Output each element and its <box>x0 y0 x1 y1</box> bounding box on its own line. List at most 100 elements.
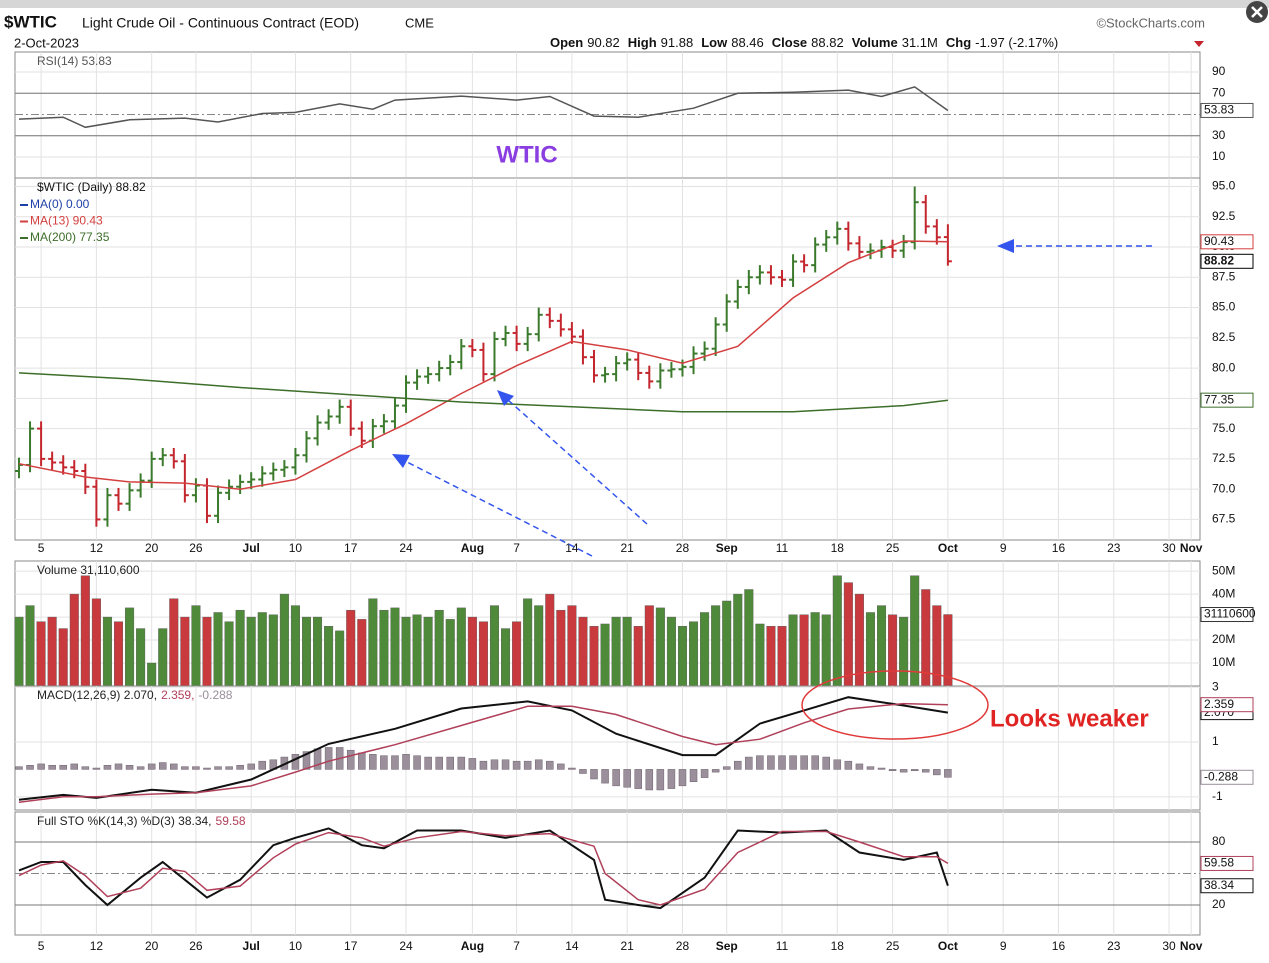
histogram-bar <box>612 769 620 787</box>
x-tick-label: 23 <box>1107 939 1121 953</box>
histogram-bar <box>258 760 267 770</box>
arrows <box>404 245 1152 557</box>
legend: Full STO %K(14,3) %D(3) 38.34, 59.58 <box>37 814 246 828</box>
x-tick-label: 14 <box>565 541 579 555</box>
histogram-bar <box>48 765 56 770</box>
histogram-bar <box>899 769 908 773</box>
value-tag <box>1200 769 1254 785</box>
value-tag-label: 90.43 <box>1204 234 1234 248</box>
y-tick-label: 70.0 <box>1212 481 1236 495</box>
arrow-head <box>497 390 514 406</box>
histogram-bar <box>700 769 709 778</box>
close-icon[interactable] <box>1251 6 1263 18</box>
value-tag-label: 88.82 <box>1204 253 1234 267</box>
y-tick-label: 80.0 <box>1212 360 1236 374</box>
x-tick-label: 11 <box>776 541 789 555</box>
volume-bar <box>290 605 300 687</box>
histogram-bar <box>501 759 510 770</box>
legend: RSI(14) 53.83 <box>37 54 112 68</box>
x-tick-label: 10 <box>289 939 303 953</box>
histogram-bar <box>656 769 665 791</box>
volume-bar <box>799 614 809 687</box>
histogram-bar <box>722 766 731 770</box>
histogram-bar <box>833 759 842 770</box>
volume-bar <box>921 589 931 687</box>
volume-bar <box>556 609 566 687</box>
x-tick-label: Nov <box>1180 541 1203 555</box>
histogram-bar <box>546 760 554 770</box>
volume-bar <box>202 616 212 687</box>
volume-bar <box>943 614 953 687</box>
legend-entry: MA(200) 77.35 <box>30 230 110 244</box>
annotation: WTIC <box>496 141 557 168</box>
volume-bar <box>136 628 146 687</box>
y-tick-label: 30 <box>1212 128 1226 142</box>
legend-entry: RSI(14) 53.83 <box>37 54 112 68</box>
y-tick-label: 85.0 <box>1212 300 1236 314</box>
y-tick-label: 40M <box>1212 586 1235 600</box>
stat-value: 31.1M <box>902 35 938 50</box>
histogram-bar <box>811 755 819 770</box>
volume-bar <box>622 616 632 687</box>
volume-bar <box>523 598 533 687</box>
panel <box>14 177 1201 541</box>
x-tick-label: 30 <box>1162 939 1176 953</box>
histogram-bar <box>147 763 156 770</box>
volume-bar <box>125 607 135 687</box>
close-button[interactable] <box>1246 1 1268 23</box>
histogram-bar <box>678 769 687 787</box>
histogram-bar <box>601 769 609 784</box>
histogram-bar <box>81 766 90 770</box>
histogram-bar <box>402 754 410 770</box>
histogram-bar <box>557 763 565 770</box>
histogram-bar <box>822 756 830 770</box>
volume-bar <box>257 612 267 687</box>
histogram-bar <box>933 769 941 776</box>
highlight-ellipse <box>801 670 989 740</box>
x-tick-label: 24 <box>399 541 413 555</box>
legend-entry: 59.58 <box>216 814 246 828</box>
histogram-bar <box>944 769 952 778</box>
volume-bar <box>832 575 842 687</box>
histogram-bar <box>689 769 698 782</box>
volume-bar <box>268 614 278 687</box>
volume-bar <box>777 626 787 687</box>
volume-bar <box>445 619 455 687</box>
stat-value: 90.82 <box>587 35 620 50</box>
volume-bar <box>180 616 190 687</box>
volume-bar <box>301 616 311 687</box>
x-tick-label: Sep <box>716 541 738 555</box>
histogram-bar <box>136 766 145 770</box>
y-tick-label: 72.5 <box>1212 451 1236 465</box>
x-tick-label: 16 <box>1052 541 1066 555</box>
volume-bar <box>810 612 820 687</box>
volume-bar <box>246 616 256 687</box>
histogram-bar <box>369 754 377 770</box>
histogram-bar <box>446 756 455 770</box>
histogram-bar <box>756 755 764 770</box>
x-tick-label: 10 <box>289 541 303 555</box>
volume-bar <box>456 607 466 687</box>
histogram-bar <box>468 758 477 770</box>
volume-bar <box>644 605 654 687</box>
volume-bar <box>191 605 201 687</box>
volume-bar <box>478 621 488 687</box>
instrument-name: Light Crude Oil - Continuous Contract (E… <box>82 15 359 31</box>
x-tick-label: 25 <box>886 541 900 555</box>
x-tick-label: 28 <box>676 541 690 555</box>
legend: MACD(12,26,9) 2.070, 2.359, -0.288 <box>37 688 233 702</box>
histogram-bar <box>711 769 720 773</box>
x-tick-label: Nov <box>1180 939 1203 953</box>
volume-bar <box>512 621 522 687</box>
value-tag <box>1200 392 1254 408</box>
volume-bar <box>80 575 90 687</box>
x-tick-label: 28 <box>676 939 690 953</box>
volume-bar <box>390 607 400 687</box>
plot-area: 55121220202626JulJul101017172424AugAug77… <box>14 51 1256 953</box>
histogram-bar <box>158 762 167 770</box>
y-tick-label: 20 <box>1212 897 1226 911</box>
volume-bar <box>357 619 367 687</box>
volume-bar <box>346 609 356 687</box>
volume-bar <box>324 626 334 687</box>
histogram-bar <box>910 769 919 772</box>
